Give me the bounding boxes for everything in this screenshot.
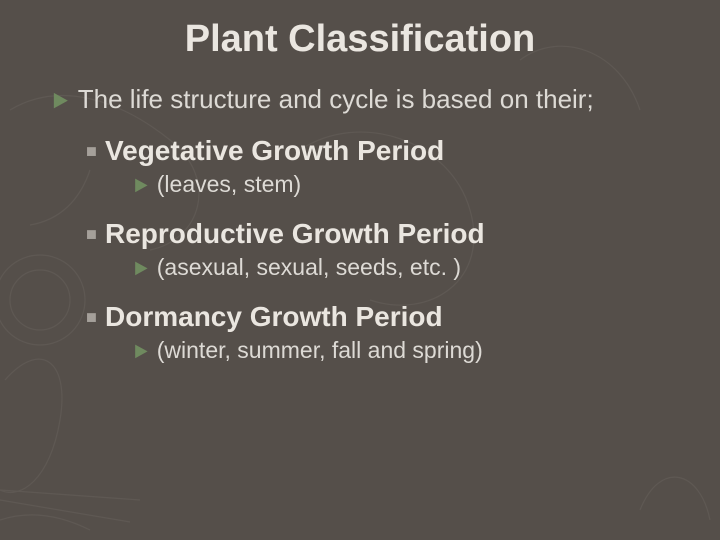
sub-rest: sexual, seeds, etc. ): [256, 254, 461, 280]
intro-line: ►The life structure and cycle is based o…: [48, 83, 680, 116]
heading-text: Vegetative Growth Period: [105, 135, 444, 166]
section-3: ■ Dormancy Growth Period ►(winter, summer…: [40, 300, 680, 365]
arrow-icon: ►: [131, 171, 151, 199]
square-icon: ■: [86, 224, 97, 246]
section-heading: ■ Reproductive Growth Period: [86, 217, 680, 251]
section-heading: ■ Vegetative Growth Period: [86, 134, 680, 168]
arrow-icon: ►: [131, 337, 151, 365]
section-2: ■ Reproductive Growth Period ►(asexual, s…: [40, 217, 680, 282]
section-sub: ►(winter, summer, fall and spring): [130, 337, 680, 365]
section-heading: ■ Dormancy Growth Period: [86, 300, 680, 334]
intro-prefix: The: [78, 84, 123, 114]
sub-prefix: (asexual,: [157, 254, 250, 280]
square-icon: ■: [86, 307, 97, 329]
heading-text: Reproductive Growth Period: [105, 218, 485, 249]
sub-prefix: (winter,: [157, 337, 231, 363]
arrow-icon: ►: [49, 83, 72, 116]
section-1: ■ Vegetative Growth Period ►(leaves, stem…: [40, 134, 680, 199]
sub-prefix: (leaves,: [157, 171, 238, 197]
arrow-icon: ►: [131, 254, 151, 282]
heading-text: Dormancy Growth Period: [105, 301, 443, 332]
square-icon: ■: [86, 141, 97, 163]
section-sub: ►(asexual, sexual, seeds, etc. ): [130, 254, 680, 282]
slide-title: Plant Classification: [40, 18, 680, 61]
slide-content: Plant Classification ►The life structure…: [0, 0, 720, 540]
intro-rest: life structure and cycle is based on the…: [130, 84, 594, 114]
sub-rest: stem): [244, 171, 302, 197]
sub-rest: summer, fall and spring): [237, 337, 482, 363]
section-sub: ►(leaves, stem): [130, 171, 680, 199]
